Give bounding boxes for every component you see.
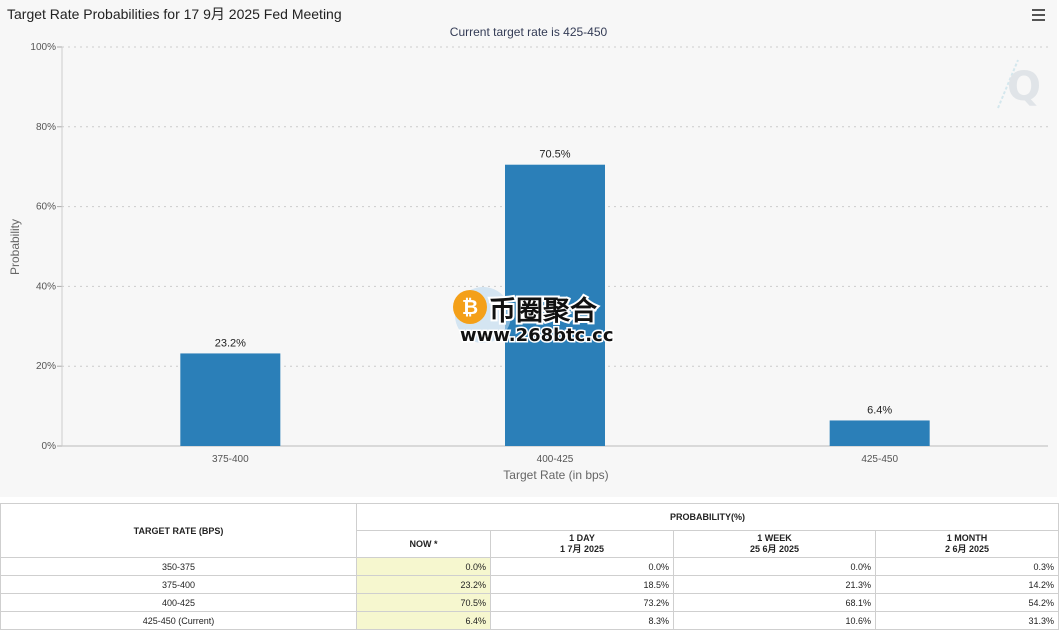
x-tick-label: 400-425 [537, 454, 574, 465]
cell-1week: 21.3% [673, 575, 876, 594]
cell-rate: 425-450 (Current) [0, 611, 357, 630]
cell-now: 6.4% [356, 611, 491, 630]
cell-1week: 68.1% [673, 593, 876, 612]
cell-1month: 0.3% [875, 557, 1059, 576]
data-label: 23.2% [215, 337, 246, 349]
x-axis-title: Target Rate (in bps) [503, 468, 608, 482]
header-1week: 1 WEEK 25 6月 2025 [673, 530, 876, 558]
svg-text:₿: ₿ [462, 295, 478, 319]
cell-1month: 14.2% [875, 575, 1059, 594]
cell-1month: 31.3% [875, 611, 1059, 630]
table-row: 350-375 0.0% 0.0% 0.0% 0.3% [0, 557, 1059, 576]
probability-table-container: TARGET RATE (BPS) PROBABILITY(%) NOW * 1… [0, 503, 1059, 630]
y-axis-title: Probability [8, 219, 22, 275]
header-probability: PROBABILITY(%) [356, 503, 1059, 531]
bar-425-450[interactable] [829, 420, 930, 446]
cell-1month: 54.2% [875, 593, 1059, 612]
y-tick-label: 40% [36, 281, 56, 292]
cell-1week: 0.0% [673, 557, 876, 576]
header-1day: 1 DAY 1 7月 2025 [490, 530, 674, 558]
y-tick-label: 0% [42, 441, 57, 452]
cell-1day: 18.5% [490, 575, 674, 594]
probability-table: TARGET RATE (BPS) PROBABILITY(%) NOW * 1… [0, 503, 1059, 630]
chart-panel: Target Rate Probabilities for 17 9月 2025… [7, 6, 1048, 482]
header-now: NOW * [356, 530, 491, 558]
cell-rate: 350-375 [0, 557, 357, 576]
q-watermark-icon: Q [997, 59, 1041, 110]
y-tick-label: 80% [36, 122, 56, 133]
data-label-layer: 23.2% 70.5% 6.4% [215, 149, 893, 417]
brand-url: www.268btc.cc [460, 325, 613, 346]
x-tick-layer: 375-400 400-425 425-450 [212, 454, 898, 465]
bar-layer [180, 164, 930, 446]
brand-name: 币圈聚合 [489, 295, 597, 327]
cell-now: 0.0% [356, 557, 491, 576]
header-1month: 1 MONTH 2 6月 2025 [875, 530, 1059, 558]
cell-1day: 0.0% [490, 557, 674, 576]
x-tick-label: 375-400 [212, 454, 249, 465]
cell-1week: 10.6% [673, 611, 876, 630]
y-tick-label: 100% [30, 42, 56, 53]
table-row: 375-400 23.2% 18.5% 21.3% 14.2% [0, 575, 1059, 594]
bar-400-425[interactable] [505, 164, 605, 446]
cell-now: 70.5% [356, 593, 491, 612]
cell-1day: 8.3% [490, 611, 674, 630]
data-label: 6.4% [867, 404, 892, 416]
data-label: 70.5% [539, 149, 570, 161]
y-tick-layer: 0% 20% 40% 60% 80% 100% [30, 42, 56, 452]
svg-text:Q: Q [1007, 64, 1041, 110]
cell-now: 23.2% [356, 575, 491, 594]
chart-subtitle: Current target rate is 425-450 [449, 25, 608, 39]
y-tick-label: 20% [36, 361, 56, 372]
bar-chart: 0% 20% 40% 60% 80% 100% 375-400 400-425 425-450… [8, 42, 1048, 482]
y-tick-label: 60% [36, 202, 56, 213]
cell-rate: 400-425 [0, 593, 357, 612]
table-row: 400-425 70.5% 73.2% 68.1% 54.2% [0, 593, 1059, 612]
table-row: 425-450 (Current) 6.4% 8.3% 10.6% 31.3% [0, 611, 1059, 630]
chart-title: Target Rate Probabilities for 17 9月 2025… [7, 6, 342, 22]
x-tick-label: 425-450 [861, 454, 898, 465]
cell-1day: 73.2% [490, 593, 674, 612]
hamburger-menu-icon[interactable] [1028, 6, 1048, 24]
brand-overlay: ₿ 币圈聚合 www.268btc.cc [453, 287, 615, 348]
bar-375-400[interactable] [180, 353, 281, 446]
cell-rate: 375-400 [0, 575, 357, 594]
header-target-rate: TARGET RATE (BPS) [0, 503, 357, 558]
